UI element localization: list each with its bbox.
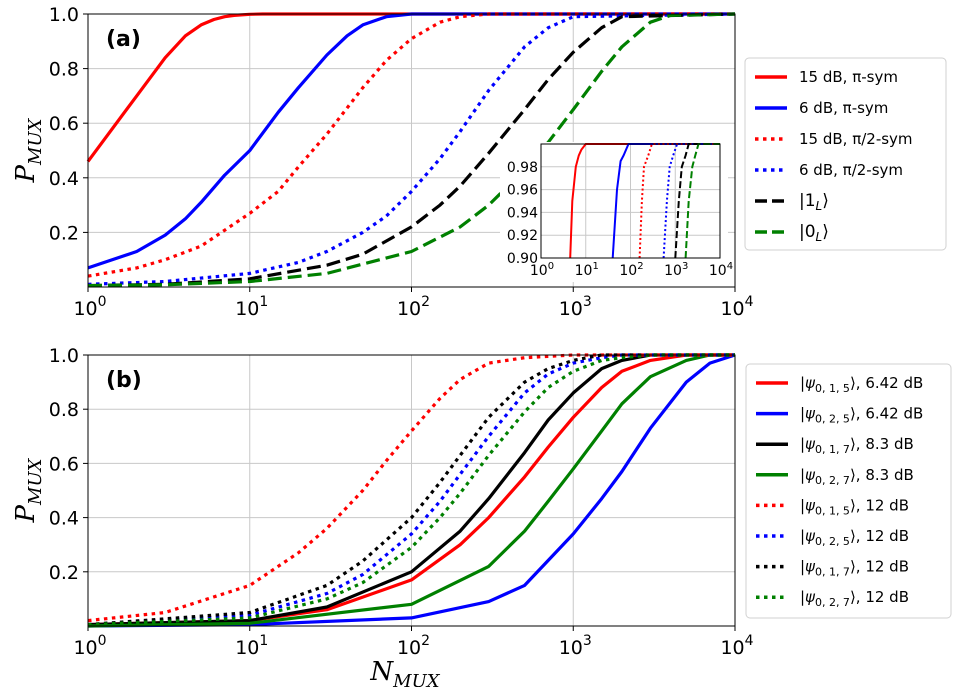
x-tick-label: 100 <box>73 633 106 659</box>
y-tick-label: 1.0 <box>49 4 79 26</box>
legend-label: |ψ0, 2, 7⟩, 12 dB <box>800 588 909 609</box>
series-line-1 <box>87 353 735 627</box>
inset-x-tick-label: 101 <box>575 261 599 279</box>
series-line-5 <box>87 12 736 288</box>
series-line-6 <box>87 353 735 627</box>
x-tick-label: 103 <box>559 294 592 320</box>
x-tick-label: 100 <box>73 294 106 320</box>
legend-label: |1L⟩ <box>799 191 829 213</box>
legend-label: 15 dB, π/2-sym <box>799 130 913 148</box>
legend-label: |ψ0, 1, 7⟩, 8.3 dB <box>800 435 914 456</box>
series-line-3 <box>87 353 735 627</box>
legend-label: |ψ0, 2, 5⟩, 12 dB <box>800 527 909 548</box>
legend-label: |ψ0, 2, 5⟩, 6.42 dB <box>800 405 923 426</box>
inset-frame <box>540 143 721 259</box>
y-tick-label: 0.8 <box>49 399 79 421</box>
legend-item: 15 dB, π/2-sym <box>755 130 913 148</box>
inset-x-tick-label: 104 <box>709 261 733 279</box>
series-line-2 <box>87 353 736 628</box>
series-group <box>87 353 736 628</box>
legend-label: 6 dB, π/2-sym <box>799 161 903 179</box>
y-tick-label: 1.0 <box>49 345 79 367</box>
legend-item: |ψ0, 2, 7⟩, 12 dB <box>756 588 909 609</box>
legend-item: |1L⟩ <box>755 191 829 213</box>
inset-y-tick-label: 0.92 <box>507 228 538 244</box>
inset-x-tick-label: 102 <box>619 261 643 279</box>
legend-item: |0L⟩ <box>755 222 829 244</box>
x-tick-label: 104 <box>720 633 753 659</box>
y-tick-label: 0.2 <box>49 222 79 244</box>
y-tick-label: 0.8 <box>49 59 79 81</box>
y-tick-label: 0.6 <box>49 113 79 135</box>
y-axis-label: PMUX <box>11 117 46 183</box>
x-tick-label: 102 <box>397 294 430 320</box>
panel-label: (b) <box>106 368 142 393</box>
legend-label: |0L⟩ <box>799 222 829 244</box>
inset-y-tick-label: 0.90 <box>507 251 538 267</box>
series-line-4 <box>87 353 735 628</box>
legend-box <box>744 57 947 251</box>
inset-x-tick-label: 100 <box>530 261 554 279</box>
inset-x-tick-label: 103 <box>664 261 688 279</box>
inset-y-tick-label: 0.94 <box>507 205 538 221</box>
legend-label: 6 dB, π-sym <box>799 99 888 117</box>
legend-item: |ψ0, 1, 7⟩, 8.3 dB <box>756 435 914 456</box>
legend-label: |ψ0, 2, 7⟩, 8.3 dB <box>800 466 914 487</box>
legend: |ψ0, 1, 5⟩, 6.42 dB |ψ0, 2, 5⟩, 6.42 dB |ψ… <box>745 363 952 619</box>
legend-label: |ψ0, 1, 5⟩, 12 dB <box>800 496 909 517</box>
x-axis-label: NMUX <box>369 657 440 687</box>
legend-item: |ψ0, 2, 7⟩, 8.3 dB <box>756 466 914 487</box>
x-tick-label: 103 <box>559 633 592 659</box>
x-tick-label: 102 <box>397 633 430 659</box>
legend-item: 6 dB, π-sym <box>755 99 888 117</box>
legend-item: |ψ0, 2, 5⟩, 6.42 dB <box>756 405 923 426</box>
x-tick-label: 101 <box>235 633 268 659</box>
panel-a: 1.0 0.8 0.6 0.4 0.2 100 101 102 103 104 (a) PMUX 15 … <box>11 4 947 320</box>
y-tick-label: 0.4 <box>49 508 79 530</box>
legend-item: |ψ0, 1, 7⟩, 12 dB <box>756 558 909 579</box>
series-line-2 <box>87 12 735 270</box>
legend-label: |ψ0, 1, 7⟩, 12 dB <box>800 558 909 579</box>
legend-item: |ψ0, 1, 5⟩, 6.42 dB <box>756 374 923 395</box>
y-tick-label: 0.4 <box>49 168 79 190</box>
y-tick-label: 0.6 <box>49 453 79 475</box>
inset-y-tick-label: 0.98 <box>507 160 538 176</box>
legend-item: |ψ0, 1, 5⟩, 12 dB <box>756 496 909 517</box>
x-tick-label: 101 <box>235 294 268 320</box>
series-line-8 <box>87 353 735 627</box>
legend: 15 dB, π-sym 6 dB, π-sym 15 dB, π/2-sym 6 d… <box>744 57 947 251</box>
legend-item: |ψ0, 2, 5⟩, 12 dB <box>756 527 909 548</box>
inset-y-tick-label: 0.96 <box>507 183 538 199</box>
legend-item: 15 dB, π-sym <box>755 68 898 86</box>
x-tick-label: 104 <box>720 294 753 320</box>
series-line-5 <box>87 353 735 623</box>
panel-label: (a) <box>106 27 141 52</box>
legend-label: 15 dB, π-sym <box>799 68 898 86</box>
legend-label: |ψ0, 1, 5⟩, 6.42 dB <box>800 374 923 395</box>
legend-item: 6 dB, π/2-sym <box>755 161 903 179</box>
legend-box <box>745 363 952 619</box>
panel-b: 1.0 0.8 0.6 0.4 0.2 100 101 102 103 104 (b) PMUX |ψ0… <box>11 345 952 687</box>
y-tick-label: 0.2 <box>49 562 79 584</box>
series-line-4 <box>87 12 736 286</box>
y-axis-label: PMUX <box>11 457 46 523</box>
